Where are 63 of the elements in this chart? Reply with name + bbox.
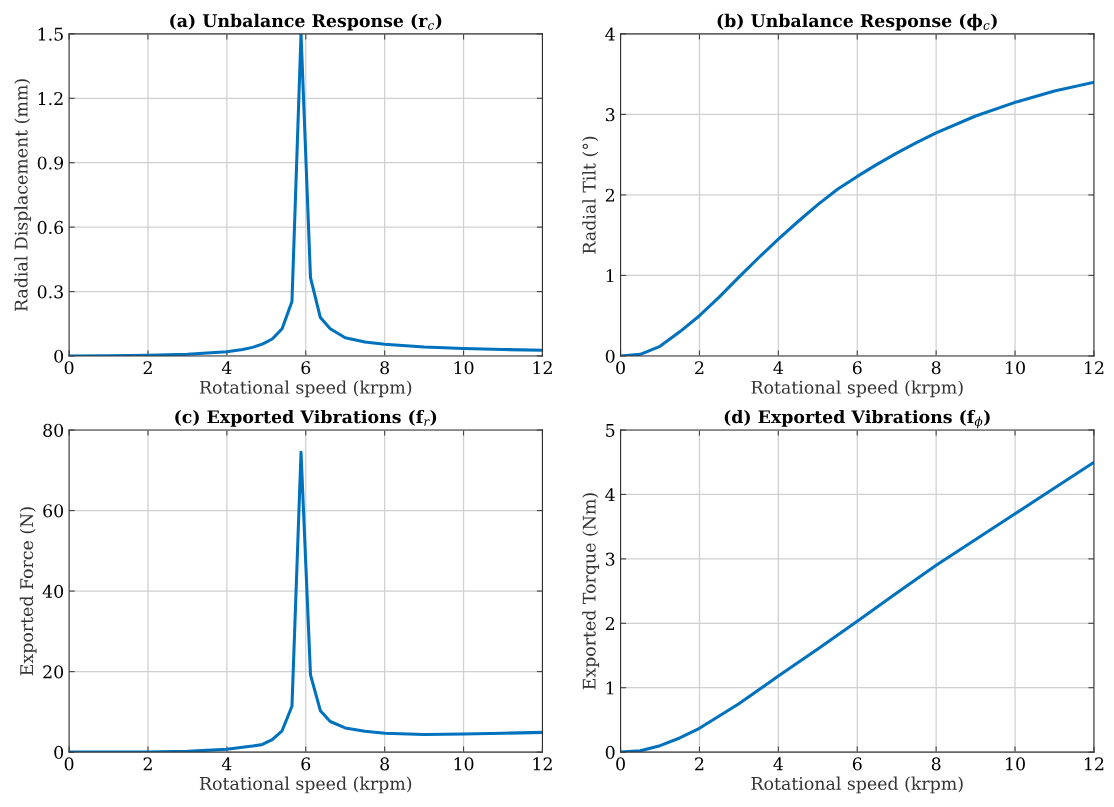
x-tick-label: 12 <box>533 361 552 375</box>
x-tick-label: 8 <box>380 361 390 375</box>
x-tick-label: 6 <box>852 361 862 375</box>
y-tick-label: 0 <box>605 745 615 759</box>
y-tick-label: 20 <box>43 665 64 679</box>
y-tick-label: 0 <box>54 745 64 759</box>
x-tick-label: 12 <box>1085 757 1104 771</box>
y-tick-label: 0.9 <box>37 156 64 170</box>
y-axis-title: Exported Force (N) <box>19 507 37 676</box>
x-axis-title: Rotational speed (krpm) <box>751 776 963 794</box>
y-tick-label: 3 <box>605 552 615 566</box>
chart-title: (b) Unbalance Response (ϕ$_{c}$) <box>717 13 997 31</box>
x-tick-label: 2 <box>695 361 704 375</box>
x-tick-label: 6 <box>301 757 311 771</box>
x-axis-title: Rotational speed (krpm) <box>751 380 963 398</box>
x-tick-label: 10 <box>454 361 474 375</box>
x-tick-label: 0 <box>64 361 74 375</box>
chart-title: (a) Unbalance Response (r$_{c}$) <box>170 13 442 31</box>
x-tick-label: 10 <box>454 757 474 771</box>
x-tick-label: 4 <box>221 757 232 771</box>
x-tick-label: 6 <box>301 361 311 375</box>
y-tick-label: 0 <box>54 349 64 363</box>
x-tick-label: 0 <box>616 361 625 375</box>
y-tick-label: 1.2 <box>38 92 63 106</box>
y-tick-label: 2 <box>605 617 614 630</box>
y-tick-label: 80 <box>43 423 64 437</box>
x-tick-label: 6 <box>852 757 862 771</box>
x-axis-title: Rotational speed (krpm) <box>199 380 412 398</box>
x-tick-label: 8 <box>931 757 941 771</box>
x-tick-label: 10 <box>1006 757 1025 771</box>
x-tick-label: 0 <box>616 757 625 771</box>
y-tick-label: 60 <box>43 504 64 518</box>
y-tick-label: 0.6 <box>37 220 64 234</box>
x-tick-label: 4 <box>221 361 232 375</box>
y-tick-label: 2 <box>605 188 614 202</box>
x-tick-label: 8 <box>931 361 941 375</box>
x-tick-label: 0 <box>64 757 74 771</box>
x-tick-label: 2 <box>695 757 704 771</box>
x-tick-label: 10 <box>1006 361 1025 375</box>
y-tick-label: 0.3 <box>37 285 63 299</box>
y-tick-label: 4 <box>605 488 615 502</box>
y-tick-label: 5 <box>606 423 615 437</box>
x-tick-label: 2 <box>143 361 152 375</box>
x-tick-label: 8 <box>380 757 390 771</box>
chart-title: (c) Exported Vibrations (f$_{r}$) <box>175 409 437 427</box>
y-tick-label: 0 <box>605 349 615 363</box>
chart-title: (d) Exported Vibrations (f$_{ϕ}$) <box>724 409 990 429</box>
line-series <box>69 33 543 356</box>
y-tick-label: 1 <box>606 269 614 283</box>
y-axis-title: Exported Torque (Nm) <box>582 493 600 690</box>
x-axis-title: Rotational speed (krpm) <box>199 776 412 794</box>
y-tick-label: 40 <box>42 584 64 598</box>
x-tick-label: 4 <box>773 757 784 771</box>
y-axis-title: Radial Displacement (mm) <box>14 79 32 312</box>
x-tick-label: 12 <box>1085 361 1104 375</box>
y-tick-label: 3 <box>605 108 615 122</box>
y-tick-label: 1.5 <box>38 27 63 41</box>
x-tick-label: 4 <box>773 361 784 375</box>
y-axis-title: Radial Tilt (°) <box>582 136 599 254</box>
x-tick-label: 12 <box>533 757 552 771</box>
x-tick-label: 2 <box>143 757 152 771</box>
y-tick-label: 4 <box>605 27 615 41</box>
y-tick-label: 1 <box>606 681 614 695</box>
